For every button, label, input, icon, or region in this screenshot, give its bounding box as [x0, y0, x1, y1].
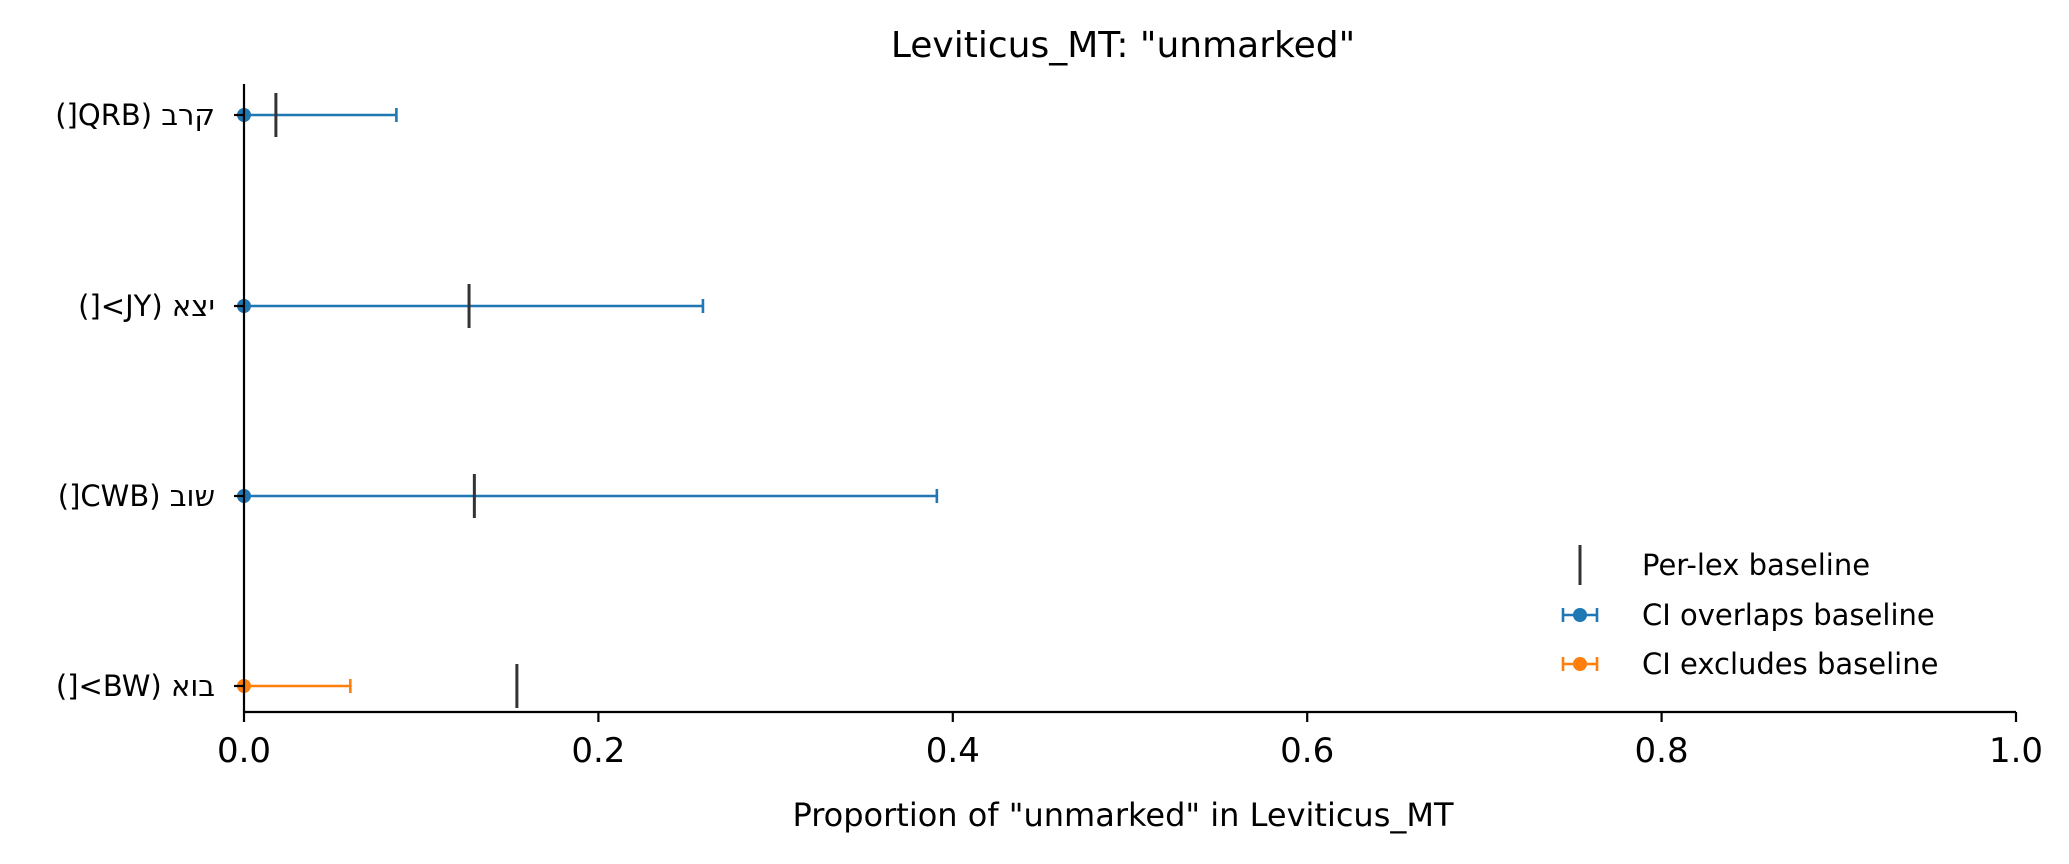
x-tick-label: 0.8	[1635, 731, 1689, 771]
y-tick-label: שוב (CWB[)	[58, 479, 215, 513]
legend-excludes-swatch-point	[1573, 657, 1587, 671]
x-tick-label: 1.0	[1989, 731, 2043, 771]
x-tick-label: 0.6	[1280, 731, 1334, 771]
x-tick-label: 0.4	[926, 731, 980, 771]
legend-label-overlaps: CI overlaps baseline	[1642, 598, 1935, 632]
chart-title: Leviticus_MT: "unmarked"	[891, 25, 1355, 66]
x-tick-label: 0.2	[571, 731, 625, 771]
legend-label-baseline: Per-lex baseline	[1642, 548, 1870, 582]
legend-overlaps-swatch-point	[1573, 608, 1587, 622]
plot-area	[237, 93, 939, 708]
x-tick-label: 0.0	[217, 731, 271, 771]
legend-label-excludes: CI excludes baseline	[1642, 647, 1938, 681]
legend: Per-lex baseline CI overlaps baseline CI e…	[1561, 545, 1938, 681]
x-axis-label: Proportion of "unmarked" in Leviticus_MT	[792, 796, 1454, 834]
y-tick-label: בוא (BW>[)	[56, 669, 215, 703]
axes: 0.0 0.2 0.4 0.6 0.8 1.0 קרב (QRB[) יצא (JY>[) שו…	[55, 84, 2043, 771]
y-tick-label: יצא (JY>[)	[78, 289, 215, 323]
y-tick-label: קרב (QRB[)	[55, 98, 215, 132]
